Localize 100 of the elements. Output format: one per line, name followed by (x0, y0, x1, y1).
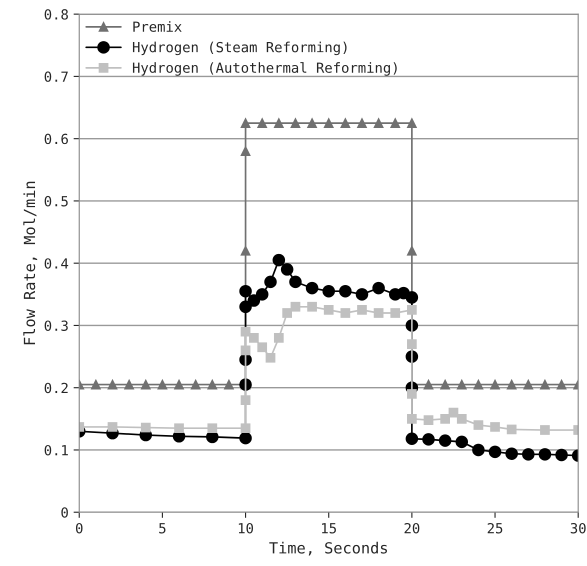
point (324, 118, 334, 128)
point (274, 118, 284, 128)
point (440, 380, 450, 390)
point (556, 380, 566, 390)
point (407, 246, 417, 256)
y-tick-label: 0.5 (44, 196, 68, 206)
point (91, 380, 101, 390)
point (506, 424, 517, 434)
point (239, 432, 252, 444)
point (356, 288, 368, 301)
point (505, 447, 518, 460)
point (280, 263, 294, 276)
point (506, 380, 517, 390)
point (448, 408, 458, 418)
point (282, 308, 292, 318)
y-axis-title: Flow Rate, Mol/min (23, 182, 38, 344)
x-tick-label: 5 (159, 523, 166, 534)
y-tick-label: 0.1 (44, 444, 68, 456)
point (239, 284, 252, 298)
x-tick-label: 25 (488, 522, 502, 534)
point (240, 395, 250, 406)
point (274, 333, 284, 343)
point (374, 118, 384, 128)
legend-label: Hydrogen (Autothermal Reforming) (132, 62, 397, 76)
point (407, 118, 417, 128)
point (339, 284, 352, 298)
point (456, 380, 467, 390)
y-tick-label: 0.4 (44, 258, 68, 269)
point (240, 146, 250, 156)
point (472, 444, 485, 456)
x-tick-label: 10 (238, 522, 254, 534)
point (290, 302, 300, 312)
point (190, 380, 201, 390)
point (272, 254, 286, 266)
point (124, 380, 134, 390)
y-tick-label: 0.2 (44, 382, 68, 394)
point (240, 246, 250, 256)
point (240, 326, 250, 337)
point (158, 380, 168, 390)
y-tick-label: 0 (61, 507, 68, 518)
point (390, 308, 400, 318)
point (474, 420, 484, 430)
point (357, 305, 367, 315)
point (240, 345, 250, 356)
point (140, 422, 151, 432)
point (357, 118, 367, 128)
legend-label: Premix (133, 21, 182, 32)
y-tick-label: 0.3 (44, 320, 68, 331)
point (340, 308, 350, 318)
point (407, 389, 417, 399)
point (239, 300, 252, 314)
point (307, 118, 317, 128)
x-tick-label: 20 (404, 522, 420, 534)
point (490, 422, 500, 432)
point (390, 118, 400, 128)
point (422, 433, 435, 446)
point (372, 282, 385, 294)
point (474, 380, 484, 390)
point (374, 308, 384, 318)
y-tick-label: 0.7 (44, 71, 68, 82)
point (240, 118, 250, 128)
point (108, 380, 118, 390)
point (538, 448, 552, 461)
point (290, 118, 300, 128)
y-tick-label: 0.8 (44, 9, 68, 20)
point (174, 380, 184, 390)
point (456, 436, 468, 448)
point (207, 380, 218, 390)
point (256, 288, 268, 301)
point (140, 380, 151, 390)
point (322, 284, 335, 298)
legend-label: Hydrogen (Steam Reforming) (132, 42, 347, 56)
point (456, 414, 467, 424)
point (407, 339, 417, 349)
point (522, 448, 535, 461)
point (424, 380, 434, 390)
point (264, 276, 277, 288)
x-axis-title: Time, Seconds (269, 542, 387, 556)
point (555, 448, 568, 462)
point (249, 333, 259, 343)
point (207, 423, 218, 434)
point (440, 414, 450, 424)
x-tick-label: 15 (322, 523, 336, 534)
point (224, 380, 234, 390)
point (266, 352, 276, 363)
x-tick-label: 30 (570, 522, 586, 534)
point (407, 414, 417, 424)
point (240, 423, 250, 434)
point (324, 305, 334, 315)
point (540, 425, 550, 435)
point (406, 432, 418, 446)
point (289, 276, 302, 288)
y-tick-label: 0.6 (44, 134, 68, 144)
point (523, 380, 534, 390)
point (307, 302, 317, 312)
point (490, 380, 500, 390)
point (108, 422, 118, 432)
point (488, 446, 502, 458)
point (340, 118, 350, 128)
point (406, 291, 418, 304)
